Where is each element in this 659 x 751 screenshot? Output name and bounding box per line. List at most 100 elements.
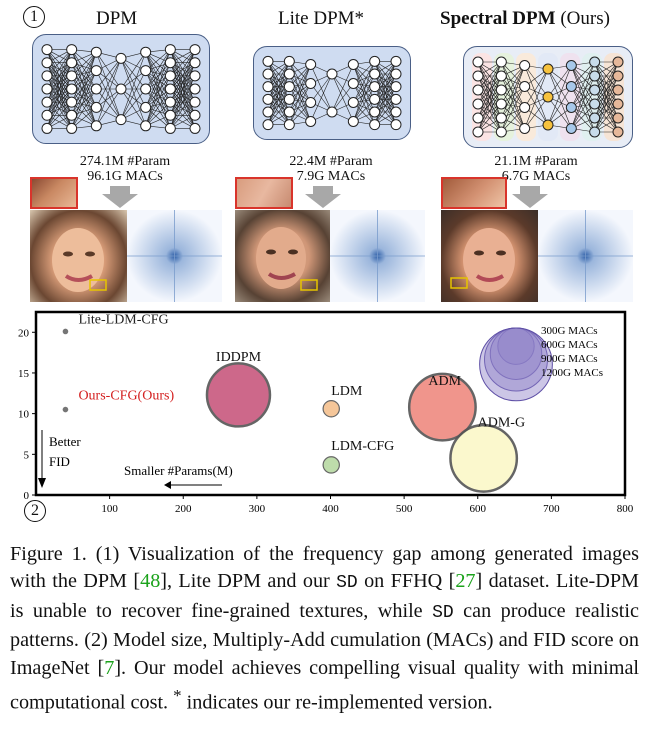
network-node	[115, 114, 127, 126]
network-node	[189, 57, 201, 69]
network-edge	[353, 73, 375, 122]
network-edge	[71, 70, 97, 116]
network-edge	[96, 58, 122, 126]
network-edge	[571, 89, 595, 129]
bubble-point	[407, 372, 477, 442]
network-edge	[145, 75, 171, 126]
network-node	[189, 83, 201, 95]
network-edge	[120, 88, 146, 120]
network-node	[472, 112, 484, 124]
network-node	[519, 102, 531, 113]
network-edge	[96, 52, 122, 90]
network-edge	[501, 103, 525, 129]
network-diagram-spectral-dpm	[472, 53, 624, 141]
network-node	[519, 60, 531, 71]
network-node	[164, 70, 176, 82]
macs-dpm: 96.1G MACs	[87, 169, 163, 184]
network-node	[390, 93, 402, 105]
spectrum-image-spectral-dpm	[538, 210, 633, 302]
network-node	[589, 84, 601, 96]
network-edge	[477, 61, 502, 105]
smaller-arrow-head	[164, 481, 171, 489]
network-node	[612, 112, 624, 124]
network-edge	[46, 49, 72, 77]
network-edge	[71, 52, 97, 103]
network-node	[66, 122, 78, 134]
network-edge	[96, 88, 122, 126]
network-panel-dpm	[32, 34, 210, 144]
point-label: IDDPM	[216, 350, 262, 365]
network-edge	[571, 75, 595, 129]
network-node	[305, 116, 317, 127]
caption-ref-link[interactable]: 7	[104, 656, 115, 679]
network-node	[66, 96, 78, 108]
bubble-point	[62, 406, 69, 413]
network-node	[283, 106, 295, 118]
network-edge	[501, 86, 525, 119]
model-title-lite-dpm: Lite DPM*	[278, 8, 365, 29]
network-node	[495, 84, 507, 96]
zoom-crop-lite-dpm	[235, 177, 293, 209]
network-node	[519, 81, 531, 92]
network-node	[164, 83, 176, 95]
legend-label: 900G MACs	[541, 353, 598, 365]
caption-ref-link[interactable]: 48	[140, 570, 161, 593]
network-node	[66, 57, 78, 69]
x-tick-label: 200	[175, 503, 192, 515]
caption-text: ]. Our model achieves compelling visual …	[10, 656, 640, 714]
network-panel-lite-dpm	[253, 46, 411, 140]
arrow-down-icon	[305, 186, 341, 208]
network-edge	[145, 62, 171, 90]
network-node	[66, 83, 78, 95]
stats-dpm: 274.1M #Param 96.1G MACs	[70, 154, 180, 184]
params-lite-dpm: 22.4M #Param	[289, 154, 373, 169]
network-edge	[501, 86, 525, 133]
x-tick-label: 500	[396, 503, 413, 515]
network-edge	[547, 65, 572, 126]
legend-label: 1200G MACs	[541, 367, 603, 379]
network-node	[472, 84, 484, 96]
network-node	[326, 68, 338, 80]
network-edge	[267, 86, 290, 125]
network-edge	[547, 86, 572, 126]
network-node	[472, 70, 484, 82]
network-node	[90, 101, 102, 113]
x-tick-label: 100	[101, 503, 118, 515]
network-edge	[120, 58, 146, 126]
network-edge	[524, 65, 549, 98]
arrow-down-icon	[102, 186, 138, 208]
network-node	[326, 106, 338, 118]
network-edge	[331, 83, 354, 113]
x-tick-label: 700	[543, 503, 560, 515]
network-edge	[374, 73, 397, 125]
network-edge	[120, 52, 146, 120]
network-edge	[501, 65, 525, 105]
spectral-band	[560, 53, 580, 141]
network-edge	[289, 83, 311, 125]
y-tick-label: 15	[18, 368, 30, 380]
network-edge	[594, 61, 619, 91]
network-edge	[374, 61, 397, 113]
network-node	[369, 55, 381, 67]
network-edge	[120, 70, 146, 120]
network-node	[390, 119, 402, 131]
network-edge	[547, 68, 572, 129]
network-edge	[71, 101, 97, 127]
model-title-spectral-dpm: Spectral DPM (Ours)	[440, 8, 610, 30]
network-node	[565, 123, 577, 134]
section-marker-1: 1	[23, 6, 45, 28]
network-diagram-lite-dpm	[262, 55, 402, 131]
network-edge	[571, 103, 595, 129]
network-edge	[120, 58, 146, 108]
network-edge	[524, 96, 549, 129]
network-node	[472, 126, 484, 138]
bubble-point	[449, 423, 519, 493]
x-tick-label: 800	[617, 503, 634, 515]
network-edge	[353, 86, 375, 122]
macs-lite-dpm: 7.9G MACs	[296, 169, 366, 184]
network-node	[41, 96, 53, 108]
face-image-spectral-dpm	[441, 210, 538, 302]
network-edge	[71, 62, 97, 90]
caption-ref-link[interactable]: 27	[455, 570, 476, 593]
network-node	[164, 96, 176, 108]
